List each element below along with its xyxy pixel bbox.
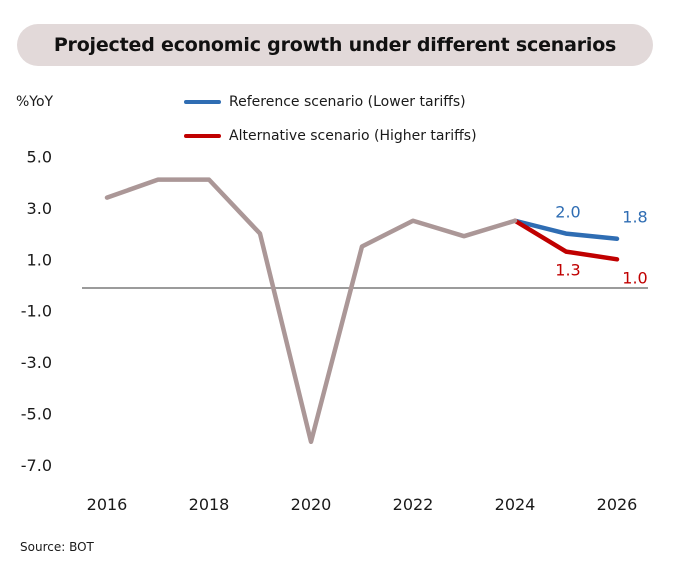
x-tick-label: 2020 <box>291 495 332 514</box>
data-label: 1.8 <box>622 208 647 227</box>
y-axis-unit-label: %YoY <box>16 94 54 110</box>
y-tick-label: -5.0 <box>21 405 52 424</box>
x-tick-label: 2022 <box>393 495 434 514</box>
series-line-alternative-scenario-higher-tariffs <box>512 218 620 262</box>
x-tick-label: 2018 <box>189 495 230 514</box>
data-label: 1.0 <box>622 268 647 287</box>
data-label: 1.3 <box>555 261 580 280</box>
x-tick-label: 2026 <box>597 495 638 514</box>
y-tick-label: 5.0 <box>27 148 52 167</box>
y-tick-label: 1.0 <box>27 250 52 269</box>
legend-item-alternative: Alternative scenario (Higher tariffs) <box>184 128 477 144</box>
legend-label-alternative: Alternative scenario (Higher tariffs) <box>229 128 477 144</box>
y-tick-label: -3.0 <box>21 353 52 372</box>
legend-label-reference: Reference scenario (Lower tariffs) <box>229 94 466 110</box>
source-note: Source: BOT <box>20 540 94 554</box>
legend-swatch-alternative <box>184 134 221 138</box>
x-tick-label: 2016 <box>87 495 128 514</box>
x-tick-label: 2024 <box>495 495 536 514</box>
chart-title-banner: Projected economic growth under differen… <box>17 24 653 66</box>
legend-item-reference: Reference scenario (Lower tariffs) <box>184 94 466 110</box>
series-line-reference-scenario-lower-tariffs <box>512 218 620 241</box>
y-tick-label: -1.0 <box>21 302 52 321</box>
chart-title: Projected economic growth under differen… <box>53 34 617 56</box>
y-tick-label: -7.0 <box>21 456 52 475</box>
legend-swatch-reference <box>184 100 221 104</box>
data-label: 2.0 <box>555 203 580 222</box>
series-line-historical <box>104 177 518 445</box>
y-tick-label: 3.0 <box>27 199 52 218</box>
